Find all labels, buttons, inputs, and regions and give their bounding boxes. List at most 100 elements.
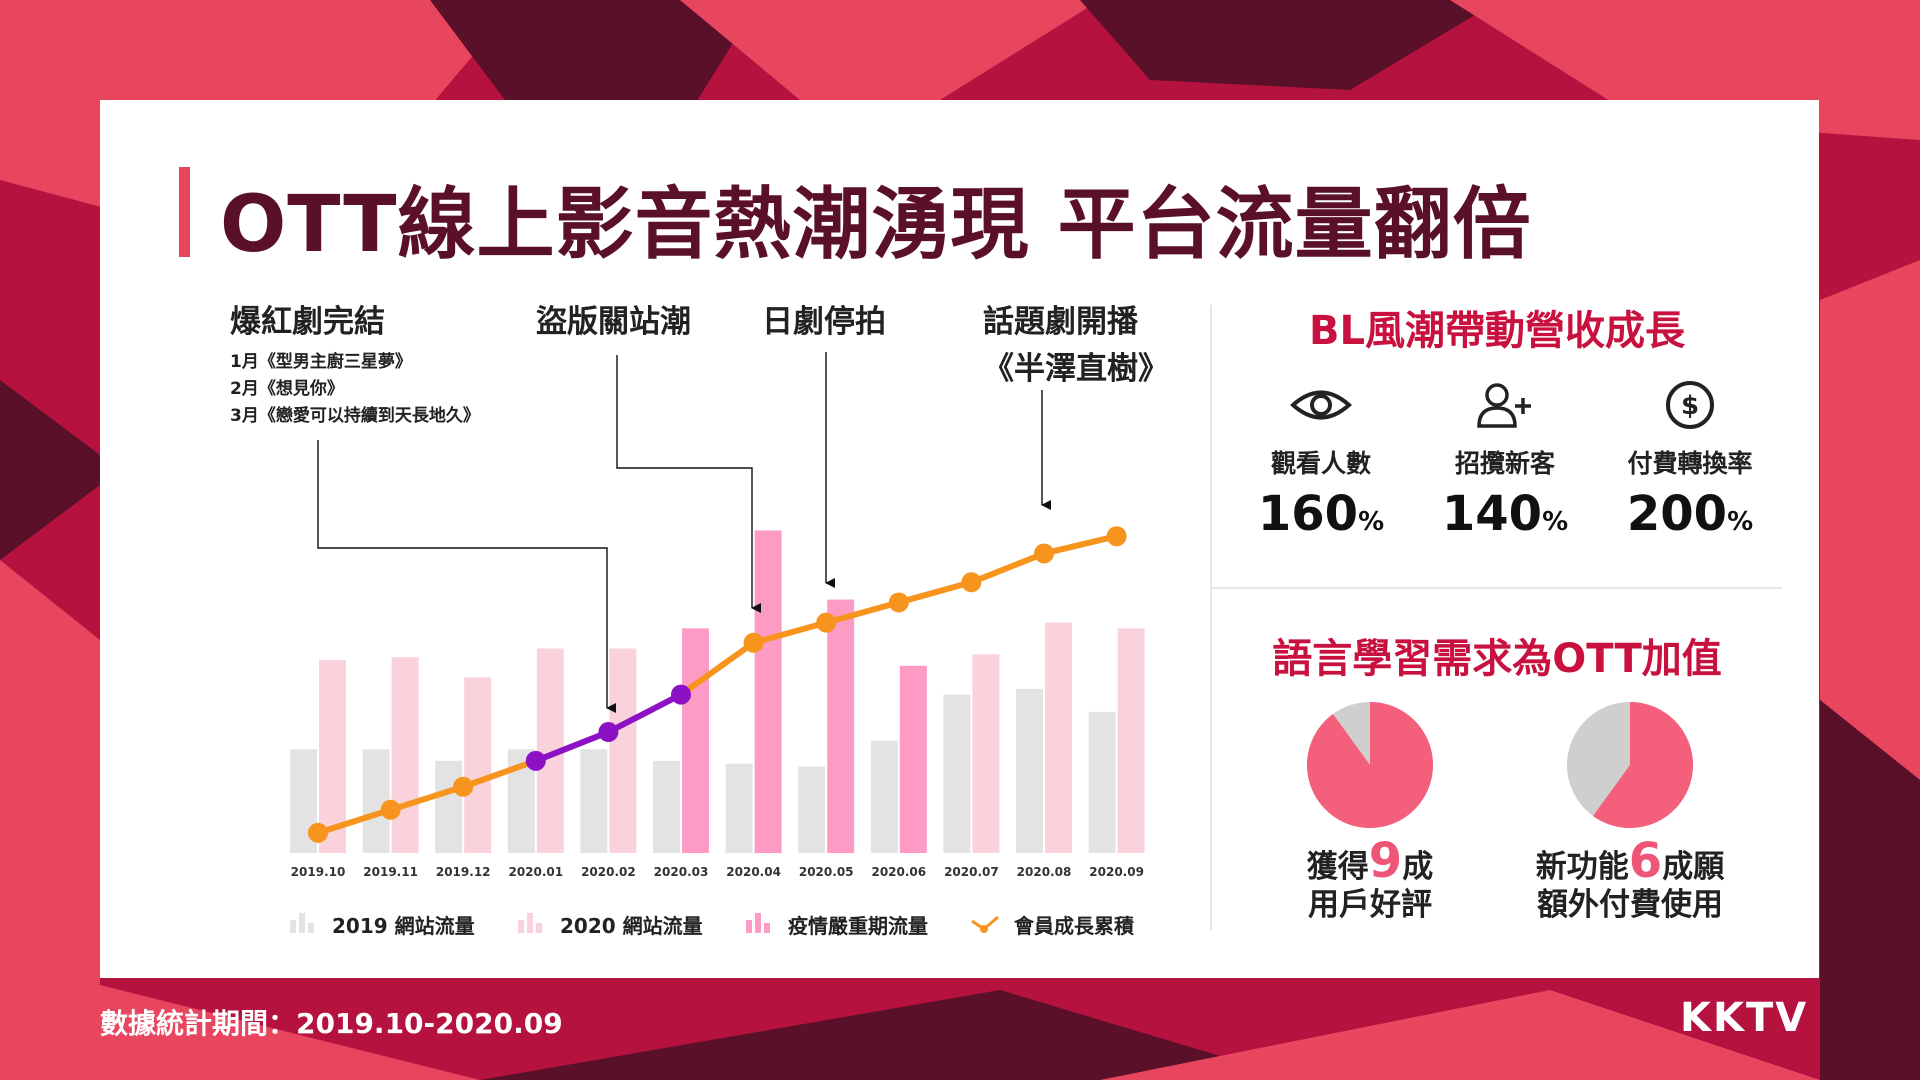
caption-big-number: 6 — [1628, 833, 1663, 889]
member-growth-segment — [678, 639, 757, 698]
pie-willing-to-pay — [1567, 702, 1693, 828]
legend-swatch — [299, 913, 305, 933]
bar-2019 — [943, 694, 971, 853]
kktv-logo: KKTV — [1680, 995, 1809, 1041]
stat-paid-conversion: $ 付費轉換率 200% — [1595, 380, 1785, 542]
member-growth-segment — [460, 757, 539, 790]
legend-swatch — [536, 923, 542, 933]
annotation-line: 2月《想見你》 — [230, 379, 344, 399]
legend-label: 2020 網站流量 — [560, 914, 703, 938]
bar-2019 — [1088, 711, 1116, 853]
stat-number: 140 — [1441, 486, 1543, 542]
add-user-icon — [1477, 383, 1531, 428]
bar-2020 — [609, 648, 637, 853]
eye-icon — [1289, 390, 1353, 420]
x-tick-label: 2020.06 — [871, 865, 926, 879]
annotation-line: 1月《型男主廚三星夢》 — [230, 352, 412, 372]
section-language-title: 語言學習需求為OTT加值 — [1272, 636, 1722, 682]
legend-swatch — [527, 913, 533, 933]
member-growth-segment — [895, 579, 975, 606]
caption-text: 新功能 — [1535, 849, 1629, 885]
svg-text:$: $ — [1681, 391, 1699, 421]
caption-text: 獲得 — [1306, 849, 1369, 885]
x-tick-label: 2020.07 — [944, 865, 999, 879]
annotation-arrow — [317, 440, 616, 713]
annotation-jdrama-halt: 日劇停拍 — [762, 304, 886, 340]
member-growth-segment — [387, 783, 467, 813]
member-growth-point — [1034, 543, 1054, 564]
stat-label: 招攬新客 — [1454, 449, 1555, 478]
title-accent-bar — [179, 167, 190, 257]
legend-swatch — [980, 925, 988, 933]
member-growth-point — [525, 750, 546, 771]
bar-pandemic-peak — [827, 599, 855, 853]
stat-unit: % — [1358, 507, 1385, 537]
stat-views: 觀看人數 160% — [1226, 380, 1416, 542]
section-bl-growth-title: BL風潮帶動營收成長 — [1309, 308, 1685, 354]
stat-value: 200% — [1595, 486, 1785, 542]
legend-label: 2019 網站流量 — [332, 914, 475, 938]
bar-2019 — [870, 740, 898, 853]
caption-text: 成 — [1402, 849, 1434, 885]
pie-caption-line1: 獲得9成 — [1240, 837, 1500, 886]
x-tick-label: 2020.03 — [654, 865, 709, 879]
stat-value: 160% — [1226, 486, 1416, 542]
bar-2019 — [435, 760, 463, 853]
legend-swatch — [764, 923, 770, 933]
stat-number: 200 — [1626, 486, 1728, 542]
member-growth-segment — [968, 550, 1047, 586]
bar-2019 — [798, 766, 826, 853]
bar-2020 — [972, 654, 1000, 853]
stat-unit: % — [1727, 507, 1754, 537]
x-tick-label: 2020.01 — [508, 865, 563, 879]
bar-2020 — [1045, 622, 1072, 853]
legend-swatch — [290, 920, 296, 933]
x-tick-label: 2019.12 — [436, 865, 491, 879]
annotation-hit-drama: 話題劇開播 《半澤直樹》 — [983, 296, 1169, 388]
member-growth-point — [961, 572, 982, 593]
x-tick-label: 2019.10 — [291, 865, 346, 879]
caption-text: 用戶好評 — [1308, 887, 1432, 923]
bar-2020 — [391, 657, 419, 853]
bar-pandemic-peak — [682, 628, 709, 853]
member-growth-point — [453, 776, 474, 797]
legend-swatch — [755, 913, 761, 933]
member-growth-point — [598, 722, 619, 743]
caption-text: 額外付費使用 — [1537, 887, 1723, 923]
stat-unit: % — [1542, 507, 1569, 537]
member-growth-point — [380, 799, 401, 820]
legend-label: 會員成長累積 — [1014, 914, 1135, 938]
member-growth-segment — [532, 729, 612, 764]
member-growth-point — [308, 822, 328, 843]
bar-2019 — [580, 749, 608, 853]
stat-new-customers: 招攬新客 140% — [1410, 380, 1600, 542]
annotation-heading: 話題劇開播 — [983, 304, 1138, 340]
legend-swatch — [746, 920, 752, 933]
bar-pandemic-peak — [899, 665, 927, 853]
x-tick-label: 2020.05 — [799, 865, 854, 879]
pie-caption-pay: 新功能6成願 額外付費使用 — [1500, 837, 1760, 924]
caption-big-number: 9 — [1368, 833, 1403, 889]
legend-label: 疫情嚴重期流量 — [788, 914, 928, 938]
member-growth-point — [671, 684, 691, 705]
member-growth-segment — [315, 806, 394, 836]
member-growth-segment — [605, 691, 684, 736]
pie-positive-reviews — [1307, 702, 1433, 828]
stat-value: 140% — [1410, 486, 1600, 542]
bar-2019 — [653, 760, 680, 853]
pie-main-slice — [1592, 702, 1693, 828]
page-title: OTT線上影音熱潮湧現 平台流量翻倍 — [220, 180, 1532, 270]
annotation-heading: 爆紅劇完結 — [230, 304, 385, 340]
annotation-arrow — [616, 355, 761, 613]
annotation-line: 3月《戀愛可以持續到天長地久》 — [230, 406, 480, 426]
pie-caption-reviews: 獲得9成 用戶好評 — [1240, 837, 1500, 924]
stat-number: 160 — [1257, 486, 1359, 542]
x-tick-label: 2019.11 — [363, 865, 418, 879]
legend-swatch — [518, 920, 524, 933]
x-tick-label: 2020.02 — [581, 865, 636, 879]
annotation-drama-finale: 爆紅劇完結 1月《型男主廚三星夢》 2月《想見你》 3月《戀愛可以持續到天長地久… — [230, 296, 480, 430]
stat-label: 付費轉換率 — [1627, 449, 1753, 478]
bar-2019 — [725, 763, 753, 853]
caption-text: 成願 — [1662, 849, 1725, 885]
